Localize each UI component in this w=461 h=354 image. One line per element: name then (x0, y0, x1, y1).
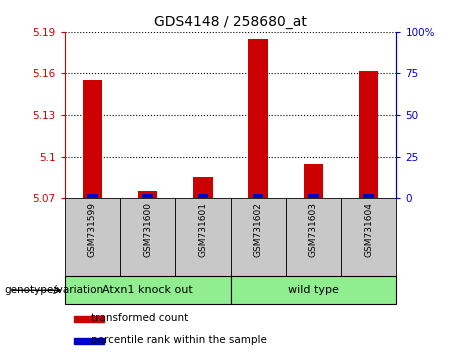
Bar (138, 191, 157, 198)
Bar (341, 198, 396, 276)
Bar (304, 164, 323, 198)
Text: transformed count: transformed count (91, 313, 189, 323)
Bar (253, 194, 264, 198)
Bar (363, 194, 374, 198)
Bar (286, 198, 341, 276)
Bar (120, 198, 175, 276)
Text: GSM731603: GSM731603 (309, 202, 318, 257)
Bar (175, 198, 230, 276)
Bar (359, 71, 378, 198)
Text: GSM731601: GSM731601 (198, 202, 207, 257)
Bar (65, 276, 230, 304)
Text: percentile rank within the sample: percentile rank within the sample (91, 335, 267, 345)
Text: GSM731599: GSM731599 (88, 202, 97, 257)
Bar (230, 276, 396, 304)
Text: GSM731602: GSM731602 (254, 202, 263, 257)
Bar (75, 316, 104, 322)
Text: GSM731600: GSM731600 (143, 202, 152, 257)
Bar (230, 198, 286, 276)
Bar (75, 338, 104, 343)
Bar (308, 194, 319, 198)
Bar (142, 194, 153, 198)
Bar (248, 39, 268, 198)
Text: wild type: wild type (288, 285, 339, 295)
Text: Atxn1 knock out: Atxn1 knock out (102, 285, 193, 295)
Title: GDS4148 / 258680_at: GDS4148 / 258680_at (154, 16, 307, 29)
Text: genotype/variation: genotype/variation (5, 285, 104, 295)
Bar (87, 194, 98, 198)
Bar (197, 194, 208, 198)
Text: GSM731604: GSM731604 (364, 202, 373, 257)
Bar (65, 198, 120, 276)
Bar (193, 177, 213, 198)
Bar (83, 80, 102, 198)
